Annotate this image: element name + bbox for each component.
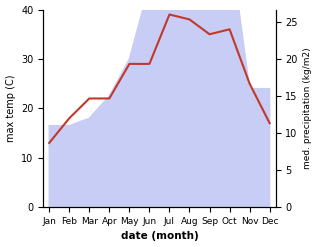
X-axis label: date (month): date (month)	[121, 231, 198, 242]
Y-axis label: max temp (C): max temp (C)	[5, 75, 16, 142]
Y-axis label: med. precipitation (kg/m2): med. precipitation (kg/m2)	[303, 48, 313, 169]
